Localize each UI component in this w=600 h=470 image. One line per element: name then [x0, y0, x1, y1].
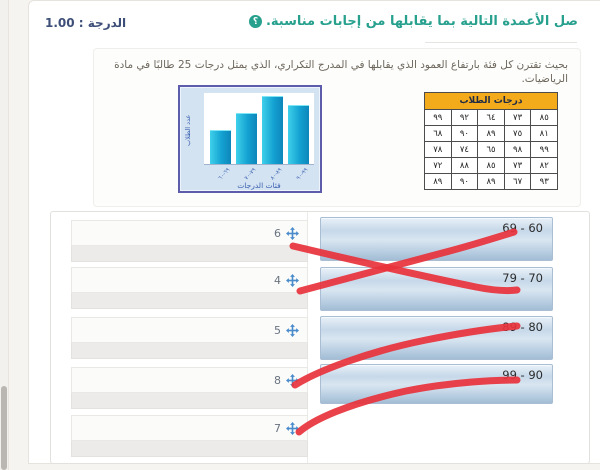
histogram-bar [209, 130, 231, 164]
question-body-panel: بحيث تقترن كل فئة بارتفاع العمود الذي يق… [93, 48, 581, 207]
grade-cell: ٧٢ [424, 157, 452, 174]
match-item-label: 6 [274, 226, 281, 240]
grades-table-row: ٩٩ ٩٨ ٦٥ ٧٤ ٧٨ [424, 141, 558, 158]
match-item-dropzone[interactable] [71, 441, 308, 457]
question-header: صل الأعمدة التالية بما يقابلها من إجابات… [29, 1, 600, 30]
question-title-text: صل الأعمدة التالية بما يقابلها من إجابات… [265, 14, 578, 29]
grade-cell: ٦٨ [424, 125, 452, 142]
match-target-box[interactable]: 89 - 80 [320, 316, 553, 360]
grade-cell: ٩٢ [450, 109, 479, 126]
histogram-bar [287, 105, 309, 164]
grade-cell: ٧٤ [450, 141, 479, 158]
grade-cell: ٨٩ [424, 173, 452, 190]
match-target-box[interactable]: 99 - 90 [320, 364, 553, 404]
grade-cell: ٨١ [530, 125, 558, 142]
histogram-xtick-label: ٨٩-٨٠ [269, 167, 284, 182]
grades-table: درجات الطلاب ٨٥ ٧٣ ٦٤ ٩٢ ٩٩ ٨١ ٧٥ ٨٩ ٩٠ ٦٨ ٩٩ ٩٨ ٦٥ ٧… [424, 92, 558, 190]
grade-cell: ٦٤ [477, 109, 505, 126]
move-handle-icon[interactable] [286, 226, 299, 240]
match-target-label: 79 - 70 [502, 271, 543, 285]
help-icon[interactable]: ؟ [248, 15, 262, 28]
histogram-image: عدد الطلاب ٦٩-٦٠ ٧٩-٧٠ ٨٩-٨٠ ٩٩-٩٠ فئات الد… [178, 85, 322, 193]
match-target-label: 99 - 90 [502, 368, 543, 382]
match-item-label: 7 [274, 421, 281, 435]
grade-label: الدرجة : 1.00 [45, 16, 127, 30]
grade-cell: ٨٩ [477, 173, 505, 190]
move-handle-icon[interactable] [286, 373, 299, 387]
grade-cell: ٩٠ [450, 125, 479, 142]
grade-cell: ٨٨ [450, 157, 479, 174]
match-item-label: 8 [274, 373, 281, 387]
histogram-ylabel: عدد الطلاب [184, 114, 192, 146]
move-handle-icon[interactable] [286, 323, 299, 337]
match-item-dropzone[interactable] [71, 393, 308, 409]
histogram-xlabel: فئات الدرجات [237, 181, 281, 190]
grade-cell: ٦٥ [477, 141, 505, 158]
match-item-row: 5 [71, 317, 308, 359]
grade-cell: ٧٣ [503, 157, 532, 174]
page-scrollbar[interactable] [0, 0, 9, 470]
grades-table-row: ٨٢ ٧٣ ٨٥ ٨٨ ٧٢ [424, 157, 558, 174]
move-handle-icon[interactable] [286, 273, 299, 287]
scrollbar-thumb[interactable] [1, 386, 7, 470]
question-card: صل الأعمدة التالية بما يقابلها من إجابات… [28, 0, 600, 464]
grade-cell: ٩٣ [530, 173, 558, 190]
histogram-plot-area [204, 93, 314, 165]
match-item-slot[interactable]: 7 [71, 415, 308, 441]
match-item-slot[interactable]: 4 [71, 267, 308, 293]
match-item-slot[interactable]: 8 [71, 367, 308, 393]
histogram-xticks: ٦٩-٦٠ ٧٩-٧٠ ٨٩-٨٠ ٩٩-٩٠ [204, 167, 314, 181]
match-item-row: 6 [71, 220, 308, 262]
grade-cell: ٨٢ [530, 157, 558, 174]
grade-cell: ٩٨ [503, 141, 532, 158]
match-item-row: 8 [71, 367, 308, 409]
match-target-box[interactable]: 79 - 70 [320, 267, 553, 311]
grades-table-row: ٨١ ٧٥ ٨٩ ٩٠ ٦٨ [424, 125, 558, 142]
grades-table-header: درجات الطلاب [424, 92, 558, 110]
grade-cell: ٨٥ [530, 109, 558, 126]
match-item-row: 4 [71, 267, 308, 309]
grade-cell: ٧٣ [503, 109, 532, 126]
grade-cell: ٩٠ [450, 173, 479, 190]
histogram-xtick-label: ٦٩-٦٠ [217, 167, 232, 182]
grade-cell: ٩٩ [424, 109, 452, 126]
match-item-row: 7 [71, 415, 308, 457]
match-item-dropzone[interactable] [71, 293, 308, 309]
match-item-slot[interactable]: 6 [71, 220, 308, 246]
header-divider [425, 42, 577, 43]
question-subtitle: بحيث تقترن كل فئة بارتفاع العمود الذي يق… [114, 59, 568, 86]
question-title: صل الأعمدة التالية بما يقابلها من إجابات… [248, 14, 578, 29]
grade-cell: ٨٩ [477, 125, 505, 142]
match-item-label: 5 [274, 323, 281, 337]
grade-cell: ٧٥ [503, 125, 532, 142]
grade-cell: ٨٥ [477, 157, 505, 174]
match-item-slot[interactable]: 5 [71, 317, 308, 343]
grades-table-row: ٨٥ ٧٣ ٦٤ ٩٢ ٩٩ [424, 109, 558, 126]
histogram-xtick-label: ٩٩-٩٠ [295, 167, 310, 182]
histogram-xtick-label: ٧٩-٧٠ [243, 167, 258, 182]
match-item-dropzone[interactable] [71, 343, 308, 359]
histogram-bar [235, 113, 257, 164]
grade-cell: ٩٩ [530, 141, 558, 158]
grades-table-row: ٩٣ ٦٧ ٨٩ ٩٠ ٨٩ [424, 173, 558, 190]
move-handle-icon[interactable] [286, 421, 299, 435]
match-target-box[interactable]: 69 - 60 [320, 217, 553, 261]
match-target-label: 89 - 80 [502, 320, 543, 334]
grade-cell: ٧٨ [424, 141, 452, 158]
match-target-label: 69 - 60 [502, 221, 543, 235]
match-item-dropzone[interactable] [71, 246, 308, 262]
match-item-label: 4 [274, 273, 281, 287]
grade-cell: ٦٧ [503, 173, 532, 190]
matching-panel: 6 4 5 8 7 69 - 60 79 - 70 89 - 80 99 - 90 [50, 211, 590, 464]
histogram-bar [261, 96, 283, 164]
